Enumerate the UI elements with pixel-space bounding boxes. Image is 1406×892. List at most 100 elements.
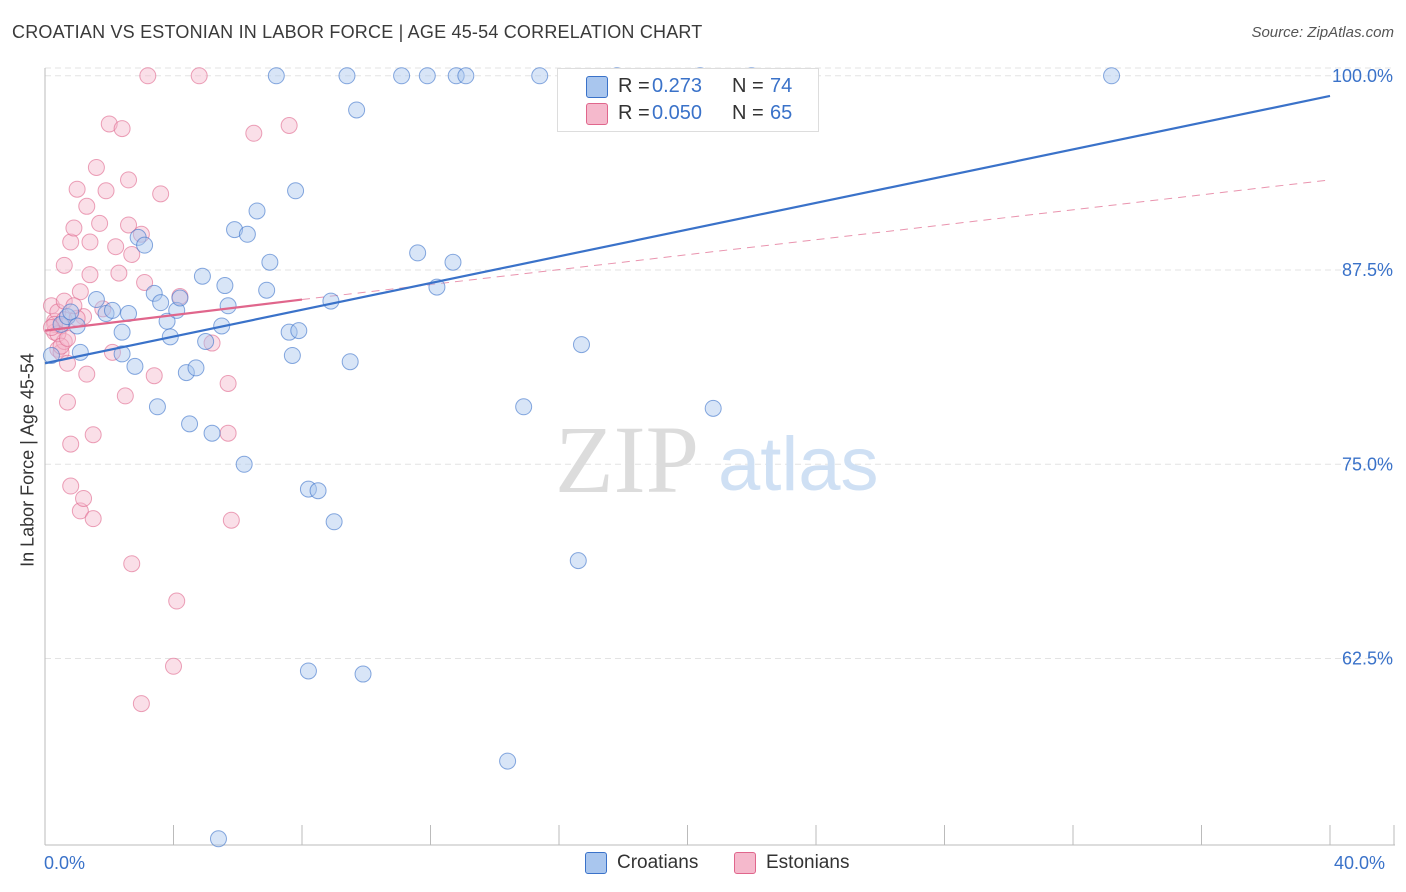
estonian-point	[91, 214, 109, 232]
croatian-point	[152, 294, 170, 312]
estonian-point	[71, 283, 89, 301]
croatian-point	[136, 236, 154, 254]
estonian-point	[78, 197, 96, 215]
croatian-point	[325, 513, 343, 531]
estonian-point	[97, 182, 115, 200]
legend-item-croatians[interactable]: Croatians	[585, 852, 698, 874]
estonian-point	[120, 216, 138, 234]
estonian-point	[107, 238, 125, 256]
croatian-point	[309, 482, 327, 500]
croatian-point	[203, 424, 221, 442]
legend-r-label: R =	[618, 101, 650, 124]
estonian-point	[84, 510, 102, 528]
estonian-point	[75, 489, 93, 507]
croatian-point	[341, 353, 359, 371]
croatian-point	[338, 67, 356, 85]
estonian-point	[58, 329, 76, 347]
croatian-point	[238, 225, 256, 243]
croatian-point	[226, 221, 244, 239]
croatian-point	[299, 662, 317, 680]
estonian-point	[136, 273, 154, 291]
estonian-point	[152, 185, 170, 203]
croatian-point	[1103, 67, 1121, 85]
legend-row-croatians: R = 0.273 N = 74	[558, 73, 818, 99]
croatian-point	[258, 281, 276, 299]
series-legend: Croatians Estonians	[0, 852, 1406, 876]
croatian-point	[531, 67, 549, 85]
estonian-point	[203, 334, 221, 352]
croatian-point	[515, 398, 533, 416]
estonian-point	[280, 116, 298, 134]
y-tick-label: 87.5%	[1342, 260, 1393, 280]
croatian-point	[42, 346, 60, 364]
estonian-point	[65, 219, 83, 237]
estonian-point	[165, 657, 182, 675]
estonian-point	[62, 233, 80, 251]
legend-item-estonians[interactable]: Estonians	[734, 852, 849, 874]
estonian-point	[139, 67, 157, 85]
estonian-point	[42, 319, 60, 337]
croatians-legend-label: Croatians	[617, 852, 699, 873]
legend-n-value: 74	[770, 74, 793, 97]
croatian-point	[216, 277, 234, 295]
estonian-point	[84, 426, 102, 444]
croatian-point	[499, 752, 517, 770]
x-tick-label-max: 40.0%	[1334, 853, 1386, 873]
legend-r-value: 0.273	[652, 74, 703, 97]
estonians-trend-line	[44, 298, 303, 332]
croatian-point	[393, 67, 411, 85]
estonian-point	[62, 477, 80, 495]
croatian-point	[235, 455, 253, 473]
watermark: ZIP atlas	[555, 406, 879, 513]
croatian-point	[87, 291, 105, 309]
croatian-point	[261, 253, 279, 271]
y-tick-labels: 62.5% 75.0% 87.5% 100.0%	[1332, 66, 1393, 669]
estonians-legend-label: Estonians	[766, 852, 850, 873]
croatian-point	[572, 336, 590, 354]
estonian-point	[116, 387, 134, 405]
legend-row-estonians: R = 0.050 N = 65	[558, 100, 818, 126]
y-axis-label: In Labor Force | Age 45-54	[17, 353, 38, 567]
croatian-point	[348, 101, 366, 119]
legend-r-value: 0.050	[652, 101, 703, 124]
estonian-point	[245, 124, 263, 142]
croatian-point	[290, 322, 308, 340]
y-tick-label: 100.0%	[1332, 66, 1393, 86]
croatian-point	[197, 333, 215, 351]
estonian-point	[87, 158, 105, 176]
trend-lines	[301, 179, 1331, 301]
croatian-point	[457, 67, 475, 85]
croatian-point	[177, 364, 195, 382]
chart-title: CROATIAN VS ESTONIAN IN LABOR FORCE | AG…	[12, 22, 703, 42]
croatian-point	[193, 267, 211, 285]
estonian-point	[113, 120, 131, 138]
correlation-legend: R = 0.273 N = 74 R = 0.050 N = 65	[557, 68, 819, 132]
croatian-point	[209, 830, 227, 848]
estonian-point	[222, 511, 240, 529]
croatian-point	[283, 346, 301, 364]
estonian-point	[120, 171, 138, 189]
croatian-point	[287, 182, 305, 200]
croatian-point	[62, 303, 80, 321]
croatian-point	[187, 359, 205, 377]
estonian-point	[81, 233, 99, 251]
croatian-point	[267, 67, 285, 85]
estonian-point	[219, 424, 237, 442]
estonian-point	[110, 264, 128, 282]
estonians-swatch	[586, 103, 608, 125]
estonian-point	[123, 555, 141, 573]
watermark-atlas: atlas	[718, 422, 879, 507]
croatian-point	[219, 297, 237, 315]
estonian-point	[132, 695, 150, 713]
croatian-point	[447, 67, 465, 85]
croatian-point	[113, 323, 131, 341]
legend-n-label: N =	[732, 74, 764, 97]
y-tick-label: 62.5%	[1342, 649, 1393, 669]
estonian-point	[100, 115, 118, 133]
estonian-point	[123, 245, 141, 263]
croatian-point	[145, 284, 163, 302]
croatians-swatch	[586, 76, 608, 98]
estonian-point	[168, 592, 186, 610]
croatian-point	[322, 292, 340, 310]
